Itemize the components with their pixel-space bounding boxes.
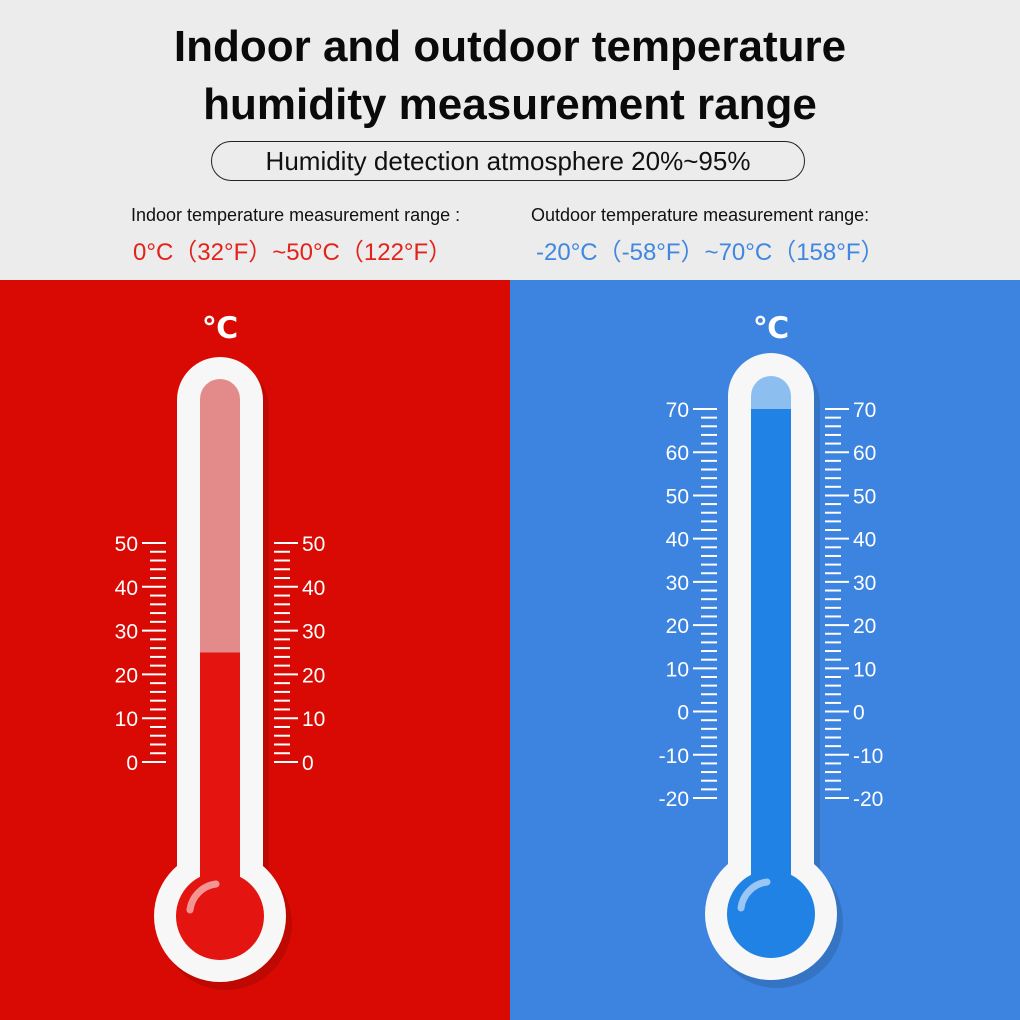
tick-label-left: 20 (666, 615, 689, 638)
bulb-highlight (737, 878, 771, 912)
tick-label-left: 10 (666, 658, 689, 681)
tick-label-right: 0 (302, 752, 314, 775)
tick-label-left: 30 (666, 572, 689, 595)
page-title-line-1: Indoor and outdoor temperature (173, 22, 847, 71)
tick-label-right: -10 (853, 745, 883, 768)
tick-label-right: 20 (302, 664, 325, 687)
indoor-range-label: Indoor temperature measurement range : (131, 205, 461, 225)
tick-label-right: 50 (853, 485, 876, 508)
outdoor-thermometer-icon: ℃ 70 70 60 60 50 50 40 40 30 30 20 20 10 10 0 0 -10 -10 -20… (659, 311, 883, 988)
tick-label-left: 0 (126, 752, 138, 775)
tick-label-left: 60 (666, 442, 689, 465)
outdoor-range-label: Outdoor temperature measurement range: (531, 205, 870, 225)
indoor-range-value: 0°C（32°F）~50°C（122°F） (133, 239, 453, 266)
tick-label-right: 50 (302, 533, 325, 556)
indoor-thermometer-icon: ℃ 50 50 40 40 30 30 20 20 10 10 0 0 (115, 311, 325, 990)
tick-label-left: 50 (115, 533, 138, 556)
bulb-highlight (186, 880, 220, 914)
tick-label-left: 20 (115, 664, 138, 687)
tick-label-right: 10 (302, 708, 325, 731)
tick-label-left: -10 (659, 745, 689, 768)
unit-symbol: ℃ (202, 311, 238, 346)
header: Indoor and outdoor temperature humidity … (0, 0, 1020, 280)
tick-label-right: 30 (302, 621, 325, 644)
unit-symbol: ℃ (753, 311, 789, 346)
tick-label-left: 40 (115, 577, 138, 600)
thermometer-liquid (751, 409, 791, 914)
tick-label-right: 10 (853, 658, 876, 681)
tick-label-left: 0 (677, 702, 689, 725)
tick-label-right: 0 (853, 702, 865, 725)
tick-label-right: 40 (302, 577, 325, 600)
tick-label-left: 70 (666, 399, 689, 422)
tick-label-left: 30 (115, 621, 138, 644)
tick-label-right: 30 (853, 572, 876, 595)
tick-label-right: 40 (853, 529, 876, 552)
thermometer-bulb-liquid (727, 870, 815, 958)
indoor-panel: ℃ 50 50 40 40 30 30 20 20 10 10 0 0 (0, 280, 510, 1020)
tick-label-left: 10 (115, 708, 138, 731)
thermometer-bulb-liquid (176, 872, 264, 960)
tick-label-right: 20 (853, 615, 876, 638)
tick-label-left: 50 (666, 485, 689, 508)
tick-label-right: -20 (853, 788, 883, 811)
outdoor-range-value: -20°C（-58°F）~70°C（158°F） (536, 239, 885, 266)
outdoor-panel: ℃ 70 70 60 60 50 50 40 40 30 30 20 20 10 10 0 0 -10 -10 -20… (510, 280, 1020, 1020)
humidity-range-badge: Humidity detection atmosphere 20%~95% (211, 141, 805, 181)
page-title-line-2: humidity measurement range (203, 80, 817, 129)
tick-label-left: 40 (666, 529, 689, 552)
tick-label-right: 70 (853, 399, 876, 422)
tick-label-right: 60 (853, 442, 876, 465)
tick-label-left: -20 (659, 788, 689, 811)
